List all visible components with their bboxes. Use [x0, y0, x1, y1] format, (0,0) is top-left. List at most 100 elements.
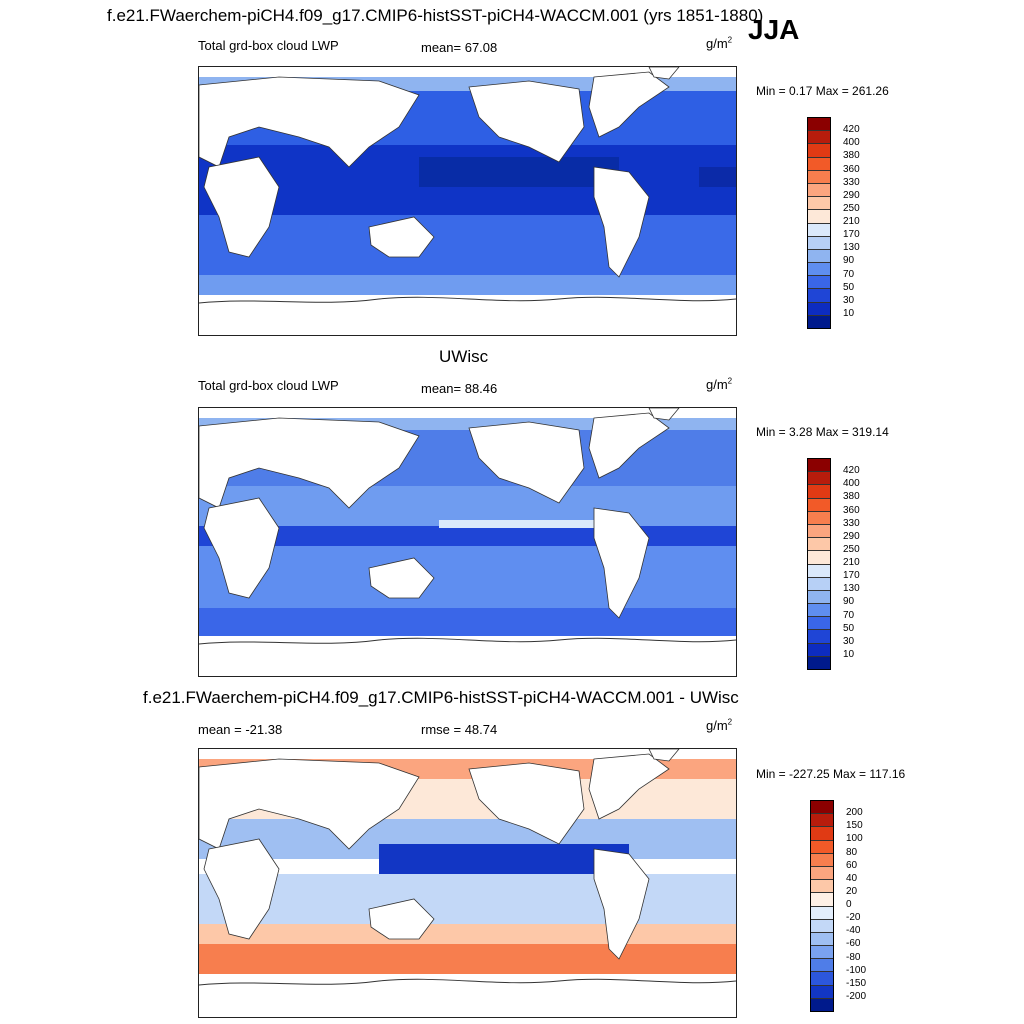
- colorbar-cell: [811, 866, 833, 881]
- colorbar-cell: [808, 144, 830, 158]
- colorbar-cell: [808, 551, 830, 565]
- colorbar-tick-label: 170: [843, 570, 860, 582]
- panel2-mean-label: mean= 88.46: [421, 381, 498, 396]
- colorbar-cell: [811, 959, 833, 973]
- colorbar-tick-label: -150: [846, 977, 867, 989]
- colorbar-tick-label: -100: [846, 964, 867, 976]
- colorbar-tick-label: 290: [843, 530, 860, 542]
- colorbar-tick-label: 290: [843, 189, 860, 201]
- colorbar-cell: [808, 289, 830, 303]
- panel1-left-label: Total grd-box cloud LWP: [198, 38, 339, 53]
- colorbar-cell: [808, 302, 830, 316]
- colorbar-tick-label: -200: [846, 990, 867, 1002]
- colorbar-tick-label: 150: [846, 820, 863, 832]
- colorbar-cell: [808, 249, 830, 264]
- colorbar-cell: [811, 853, 833, 867]
- colorbar-cell: [808, 577, 830, 591]
- colorbar-cell: [808, 630, 830, 644]
- colorbar-cell: [811, 919, 833, 933]
- panel2-map-svg: [199, 408, 736, 676]
- colorbar-cell: [811, 840, 833, 854]
- colorbar-tick-label: 20: [846, 885, 858, 897]
- colorbar-cell: [808, 276, 830, 290]
- colorbar-cell: [811, 814, 833, 828]
- panel1-map: [198, 66, 737, 336]
- colorbar-tick-label: 210: [843, 216, 860, 227]
- colorbar-cell: [808, 524, 830, 539]
- colorbar-tick-label: 70: [843, 609, 855, 621]
- panel3-title: f.e21.FWaerchem-piCH4.f09_g17.CMIP6-hist…: [143, 688, 739, 707]
- colorbar-tick-label: 360: [843, 504, 860, 516]
- panel2-unit-label: g/m2: [706, 376, 733, 392]
- colorbar-tick-label: 210: [843, 557, 860, 568]
- colorbar-tick-label: 30: [843, 635, 855, 647]
- panel3-map: [198, 748, 737, 1018]
- colorbar-tick-label: 130: [843, 242, 860, 254]
- colorbar-cell: [808, 263, 830, 277]
- panel2-colorbar: [807, 458, 831, 670]
- colorbar-cell: [808, 590, 830, 605]
- colorbar-tick-label: 30: [843, 294, 855, 306]
- panel1-mean-label: mean= 67.08: [421, 40, 498, 55]
- colorbar-tick-label: 380: [843, 491, 860, 503]
- panel2-minmax: Min = 3.28 Max = 319.14: [756, 425, 889, 439]
- panel3-map-svg: [199, 749, 736, 1017]
- colorbar-tick-label: 200: [846, 807, 863, 819]
- colorbar-cell: [808, 118, 830, 132]
- colorbar-cell: [808, 604, 830, 618]
- colorbar-tick-label: 90: [843, 596, 855, 608]
- colorbar-cell: [808, 564, 830, 578]
- figure-main-title: f.e21.FWaerchem-piCH4.f09_g17.CMIP6-hist…: [107, 6, 764, 25]
- colorbar-cell: [808, 656, 830, 669]
- colorbar-cell: [808, 170, 830, 184]
- colorbar-tick-label: 360: [843, 163, 860, 175]
- colorbar-tick-label: -60: [846, 938, 861, 950]
- colorbar-tick-label: -40: [846, 925, 861, 937]
- colorbar-cell: [808, 485, 830, 499]
- colorbar-tick-label: -20: [846, 912, 861, 924]
- colorbar-tick-label: 50: [843, 622, 855, 634]
- panel1-minmax: Min = 0.17 Max = 261.26: [756, 84, 889, 98]
- colorbar-cell: [811, 946, 833, 960]
- panel3-colorbar: [810, 800, 834, 1012]
- colorbar-tick-label: -80: [846, 951, 861, 963]
- colorbar-tick-label: 0: [846, 899, 852, 910]
- colorbar-tick-label: 60: [846, 859, 858, 871]
- colorbar-tick-label: 170: [843, 229, 860, 241]
- colorbar-cell: [808, 315, 830, 328]
- colorbar-cell: [811, 932, 833, 947]
- colorbar-cell: [808, 236, 830, 250]
- colorbar-cell: [811, 972, 833, 986]
- colorbar-cell: [808, 511, 830, 525]
- colorbar-tick-label: 330: [843, 517, 860, 529]
- panel2-title: UWisc: [439, 347, 489, 366]
- season-label: JJA: [748, 14, 800, 45]
- panel1-map-svg: [199, 67, 736, 335]
- panel2-map: [198, 407, 737, 677]
- colorbar-cell: [811, 801, 833, 815]
- colorbar-tick-label: 420: [843, 465, 860, 477]
- panel3-minmax: Min = -227.25 Max = 117.16: [756, 767, 906, 781]
- colorbar-cell: [811, 880, 833, 894]
- colorbar-tick-label: 420: [843, 124, 860, 136]
- colorbar-cell: [811, 827, 833, 841]
- colorbar-cell: [808, 498, 830, 512]
- colorbar-cell: [808, 210, 830, 224]
- colorbar-cell: [808, 183, 830, 198]
- colorbar-cell: [808, 472, 830, 486]
- colorbar-cell: [808, 131, 830, 145]
- colorbar-tick-label: 80: [846, 846, 858, 858]
- panel2-left-label: Total grd-box cloud LWP: [198, 378, 339, 393]
- panel3-unit-label: g/m2: [706, 717, 733, 733]
- colorbar-cell: [808, 617, 830, 631]
- colorbar-cell: [808, 538, 830, 552]
- colorbar-tick-label: 100: [846, 833, 863, 845]
- colorbar-tick-label: 400: [843, 137, 860, 149]
- colorbar-cell: [808, 643, 830, 657]
- colorbar-tick-label: 130: [843, 583, 860, 595]
- colorbar-cell: [811, 906, 833, 920]
- colorbar-cell: [808, 157, 830, 171]
- panel3-mean-label: mean = -21.38: [198, 722, 283, 737]
- colorbar-tick-label: 250: [843, 202, 860, 214]
- colorbar-tick-label: 400: [843, 478, 860, 490]
